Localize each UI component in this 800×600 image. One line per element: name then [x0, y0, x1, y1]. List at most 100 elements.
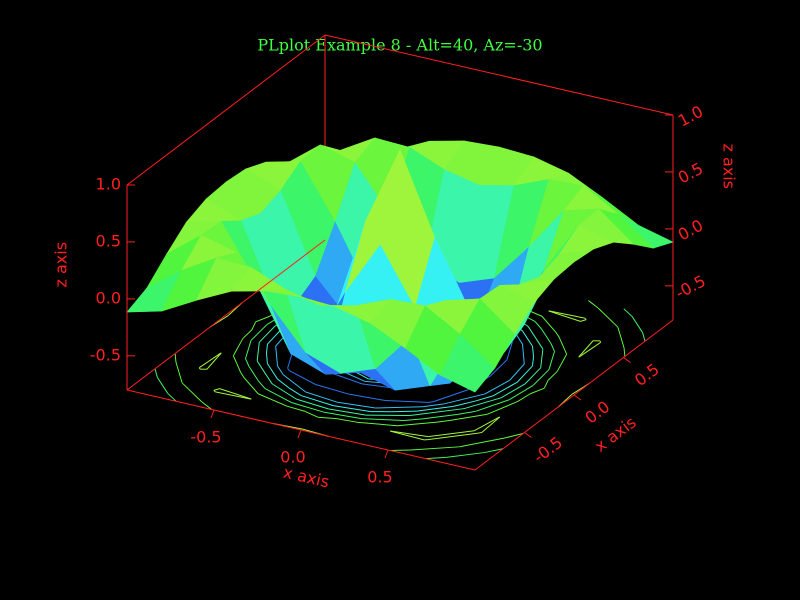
contour-line: [251, 321, 257, 330]
contour-line: [243, 377, 259, 395]
contour-line: [597, 307, 618, 328]
contour-line: [631, 316, 644, 333]
contour-line: [422, 413, 458, 420]
contour-line: [578, 340, 594, 358]
x-tick-label: -0.5: [190, 428, 221, 447]
contour-line: [580, 319, 587, 322]
contour-line: [361, 418, 405, 422]
contour-line: [296, 398, 329, 410]
contour-line: [526, 325, 529, 327]
x-tick-label: 0.0: [280, 448, 305, 467]
contour-line: [427, 432, 479, 441]
contour-line: [304, 410, 319, 418]
contour-line: [516, 334, 523, 345]
contour-line: [428, 401, 434, 403]
contour-line: [532, 346, 535, 357]
contour-line: [548, 351, 555, 370]
contour-line: [391, 410, 417, 413]
contour-line: [410, 408, 464, 416]
contour-line: [460, 437, 506, 448]
contour-line: [287, 367, 290, 371]
y-tick: [623, 357, 631, 363]
contour-line: [277, 378, 290, 389]
x-tick: [384, 449, 389, 459]
contour-line: [348, 393, 386, 402]
contour-line: [517, 393, 531, 402]
contour-line: [492, 381, 518, 397]
contour-line: [215, 391, 252, 400]
x-tick: [297, 429, 302, 439]
contour-line: [291, 402, 325, 413]
contour-line: [213, 388, 220, 391]
contour-line: [265, 344, 268, 354]
contour-line: [548, 310, 585, 319]
contour-line: [446, 452, 485, 458]
contour-line: [232, 338, 244, 357]
contour-line: [182, 382, 203, 403]
contour-line: [286, 405, 306, 412]
contour-line: [475, 399, 510, 412]
contour-line: [154, 368, 158, 378]
contour-line: [333, 405, 371, 413]
contour-line: [240, 372, 245, 379]
contour-line: [264, 388, 292, 404]
contour-line: [623, 347, 626, 357]
contour-line: [548, 310, 581, 322]
contour-line: [623, 308, 633, 317]
contour-line: [324, 411, 362, 420]
contour-line: [390, 430, 425, 441]
contour-line: [305, 391, 338, 403]
contour-line: [578, 342, 601, 358]
contour-line: [390, 449, 411, 452]
contour-line: [174, 353, 177, 363]
contour-line: [390, 430, 429, 438]
contour-line: [265, 353, 268, 364]
contour-line: [282, 374, 306, 393]
x-tick-label: 0.5: [367, 468, 392, 487]
z-axis-label: z axis: [52, 242, 71, 288]
contour-line: [175, 362, 183, 383]
z-tick-label: 0.0: [96, 288, 121, 307]
contour-line: [248, 366, 259, 382]
contour-line: [199, 352, 222, 368]
contour-line: [481, 416, 501, 433]
z-tick-label: 0.5: [96, 231, 121, 250]
contour-line: [271, 383, 274, 385]
contour-line: [509, 363, 525, 381]
contour-line: [397, 421, 438, 427]
contour-line: [416, 405, 454, 412]
contour-line: [330, 372, 363, 385]
contour-line: [521, 344, 525, 364]
contour-line: [555, 331, 560, 338]
contour-line: [433, 389, 468, 403]
contour-line: [617, 327, 625, 348]
contour-line: [484, 379, 510, 395]
contour-line: [478, 431, 482, 434]
contour-line: [410, 446, 460, 451]
contour-line: [487, 401, 518, 415]
contour-line: [277, 365, 284, 376]
contour-line: [543, 380, 549, 389]
box-edge: [126, 34, 326, 186]
contour-line: [540, 349, 544, 368]
contour-line: [201, 401, 212, 410]
contour-line: [288, 369, 316, 385]
surface-facet: [439, 333, 496, 393]
contour-line: [267, 363, 278, 380]
x-tick: [210, 409, 215, 419]
contour-line: [532, 369, 550, 386]
contour-line: [258, 325, 276, 343]
contour-line: [422, 403, 444, 408]
contour-line: [530, 387, 545, 395]
contour-line: [245, 340, 252, 359]
z-tick-label: 1.0: [96, 175, 121, 194]
box-edge: [126, 239, 326, 391]
contour-line: [317, 416, 337, 420]
contour-line: [505, 433, 524, 439]
contour-line: [506, 341, 513, 361]
contour-line: [256, 342, 260, 361]
contour-line: [167, 393, 177, 402]
contour-line: [522, 330, 533, 347]
